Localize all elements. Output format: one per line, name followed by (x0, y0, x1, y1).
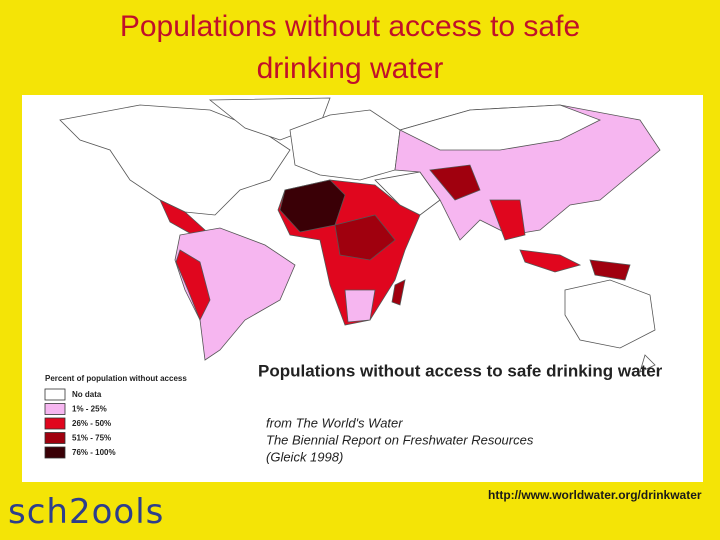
legend-swatch (44, 417, 66, 430)
legend-label: 51% - 75% (72, 434, 111, 443)
legend-swatch (44, 388, 66, 401)
world (59, 97, 661, 373)
legend-label: No data (72, 390, 102, 399)
title-line: Populations without access to safe (119, 10, 581, 43)
logo: sch2ools (8, 492, 165, 532)
source-line: (Gleick 1998) (266, 449, 343, 464)
legend-label: 76% - 100% (72, 448, 116, 457)
legend: No data 1% - 25% 26% - 50% 51% - 75% 76% - 1… (44, 388, 116, 459)
title-line: drinking water (256, 52, 444, 85)
slide-title: Populations without access to safe drink… (0, 6, 700, 90)
source-line: from The World's Water (266, 415, 403, 430)
map-title: Populations without access to safe drink… (258, 361, 663, 380)
source-line: The Biennial Report on Freshwater Resour… (266, 432, 534, 447)
legend-swatch (44, 446, 66, 459)
source-url[interactable]: http://www.worldwater.org/drinkwater (488, 488, 702, 502)
legend-swatch (44, 432, 66, 444)
legend-label: 26% - 50% (72, 419, 111, 428)
legend-title: Percent of population without access (45, 374, 187, 383)
legend-label: 1% - 25% (72, 405, 107, 414)
legend-swatch (44, 403, 66, 415)
